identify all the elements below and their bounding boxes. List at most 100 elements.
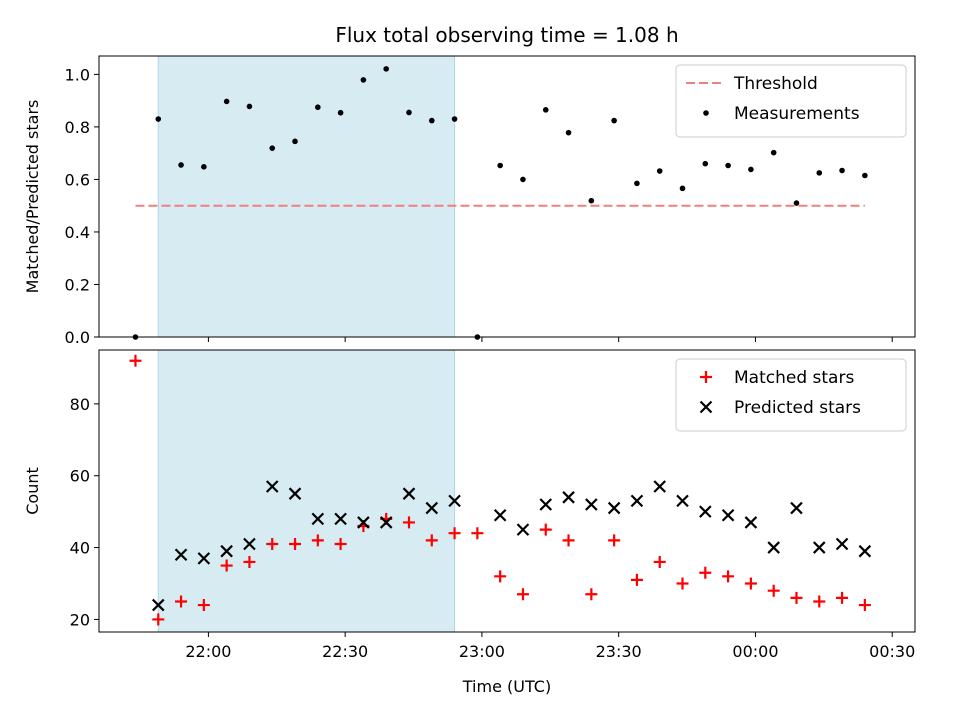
data-point-dot: [793, 200, 800, 206]
x-tick-label: 22:00: [185, 642, 231, 661]
axes-frame: [98, 349, 916, 633]
data-point-dot: [839, 167, 845, 174]
data-point-x: [585, 498, 598, 511]
data-point-dot: [862, 172, 868, 179]
legend-marker-dot: [703, 110, 709, 116]
data-point-x: [676, 494, 689, 508]
data-point-dot: [542, 107, 549, 113]
x-axis-label: Time (UTC): [462, 677, 551, 696]
data-point-plus: [266, 537, 279, 550]
ratio-panel: 0.0 0.2 0.4 0.6 0.8 1.0 Matched/Predicted star…: [23, 55, 916, 347]
y-tick-label: 20: [70, 610, 90, 629]
data-point-dot: [155, 116, 162, 122]
legend-label: Matched stars: [734, 368, 854, 388]
data-point-plus: [471, 527, 484, 540]
y-tick-label: 40: [70, 539, 90, 558]
data-point-x: [835, 537, 849, 551]
data-point-dot: [383, 66, 389, 72]
data-point-dot: [451, 116, 458, 122]
data-point-plus: [790, 591, 803, 604]
data-point-dot: [223, 98, 230, 105]
data-point-x: [379, 516, 393, 529]
data-point-plus: [699, 566, 712, 579]
data-point-x: [243, 537, 256, 551]
data-point-dot: [588, 197, 595, 204]
data-point-plus: [494, 570, 507, 583]
chart-title: Flux total observing time = 1.08 h: [335, 23, 678, 47]
y-axis-label: Count: [23, 467, 42, 515]
data-point-plus: [152, 613, 165, 626]
data-point-plus: [585, 588, 598, 601]
data-point-x: [699, 505, 712, 518]
data-point-dot: [770, 149, 777, 156]
data-point-x: [653, 480, 666, 493]
data-point-x: [334, 512, 347, 526]
data-point-dot: [634, 180, 640, 187]
data-point-plus: [289, 537, 302, 550]
legend-label: Predicted stars: [734, 398, 861, 418]
data-point-dot: [565, 129, 572, 136]
data-point-x: [402, 487, 416, 500]
legend: Threshold Measurements: [675, 64, 907, 138]
data-point-dot: [360, 77, 367, 83]
data-point-dot: [816, 170, 823, 176]
observing-window-shade: [157, 55, 456, 338]
y-tick-label: 0.4: [65, 223, 90, 242]
y-axis-label: Matched/Predicted stars: [23, 100, 42, 294]
data-point-plus: [516, 588, 529, 601]
y-tick-label: 0.8: [65, 118, 90, 137]
data-point-dot: [246, 103, 253, 110]
data-point-x: [790, 501, 803, 515]
count-panel: 20 40 60 80 22:00 22:30 23:00 23:30 00:00 00:30 Co…: [23, 349, 916, 661]
axes-frame: [98, 55, 916, 338]
data-point-plus: [562, 534, 575, 547]
data-point-plus: [129, 354, 142, 367]
data-point-plus: [653, 555, 666, 568]
data-point-dot: [520, 176, 526, 183]
legend-label: Measurements: [734, 104, 860, 124]
y-tick-label: 0.6: [65, 170, 90, 189]
data-point-x: [425, 501, 439, 515]
data-point-plus: [813, 595, 826, 608]
legend: Matched stars Predicted stars: [675, 358, 907, 432]
legend-marker-x: [699, 400, 713, 414]
data-point-x: [562, 491, 575, 504]
data-point-dot: [292, 138, 298, 145]
y-tick-label: 60: [70, 467, 90, 486]
data-point-plus: [220, 559, 233, 572]
data-point-x: [197, 552, 211, 565]
data-point-x: [812, 541, 826, 554]
data-point-plus: [311, 534, 324, 547]
data-point-dot: [748, 166, 754, 173]
data-point-dot: [337, 109, 344, 116]
data-point-plus: [243, 555, 256, 568]
data-point-x: [493, 508, 507, 522]
data-point-dot: [725, 162, 731, 169]
y-tick-label: 1.0: [65, 65, 90, 84]
x-tick-label: 00:30: [869, 642, 915, 661]
legend-box: [675, 64, 907, 138]
data-point-plus: [334, 537, 347, 550]
data-point-dot: [656, 168, 663, 174]
data-point-plus: [539, 523, 552, 536]
data-point-x: [721, 508, 735, 522]
data-point-plus: [425, 534, 438, 547]
data-point-plus: [676, 577, 689, 590]
data-point-dot: [611, 117, 617, 124]
x-tick-label: 23:30: [596, 642, 642, 661]
data-point-plus: [836, 591, 849, 604]
data-point-plus: [197, 599, 210, 612]
y-tick-label: 0.2: [65, 275, 90, 294]
x-tick-label: 00:00: [732, 642, 778, 661]
data-point-x: [744, 516, 758, 529]
data-point-dot: [269, 145, 276, 151]
data-point-plus: [630, 573, 643, 586]
data-point-plus: [767, 584, 780, 597]
data-point-x: [767, 541, 780, 554]
data-point-plus: [402, 516, 415, 529]
data-point-dot: [428, 117, 435, 124]
data-point-x: [220, 544, 233, 558]
data-point-dot: [201, 164, 207, 170]
data-point-plus: [722, 570, 735, 583]
